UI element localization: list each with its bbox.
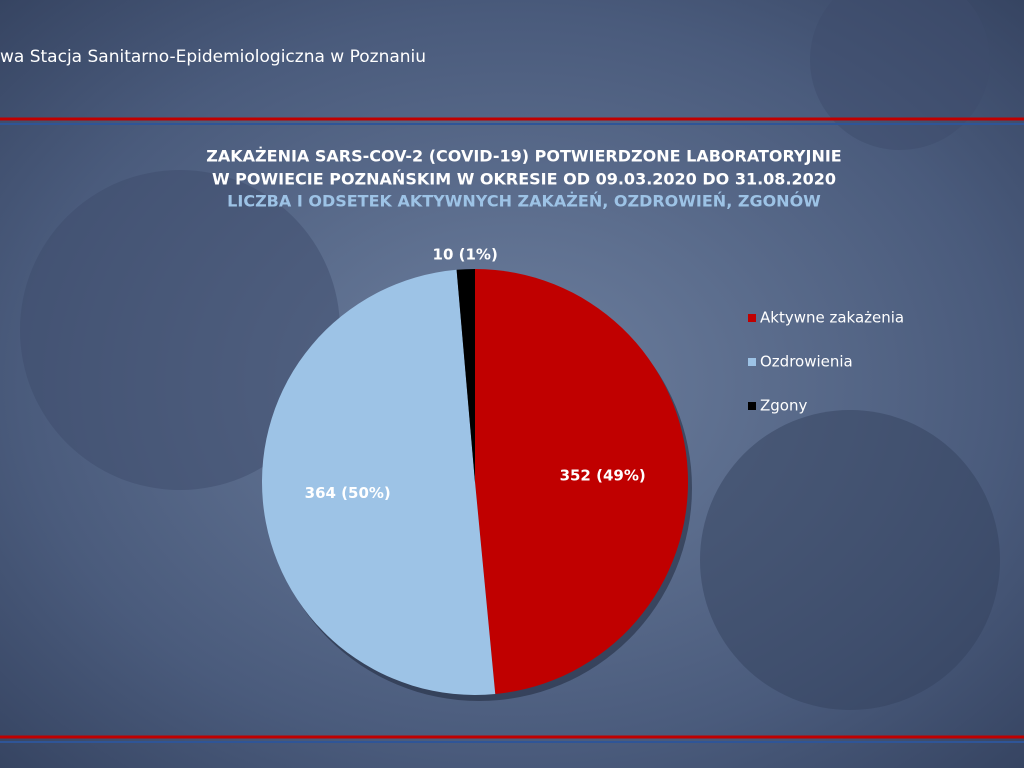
- chart-title: ZAKAŻENIA SARS-COV-2 (COVID-19) POTWIERD…: [206, 147, 841, 166]
- data-label: 352 (49%): [560, 466, 646, 484]
- pie-slice: [475, 269, 689, 695]
- decor: [20, 170, 340, 490]
- pie-slice: [262, 269, 496, 695]
- chart-subtitle: LICZBA I ODSETEK AKTYWNYCH ZAKAŻEŃ, OZDR…: [227, 192, 821, 211]
- chart-title: W POWIECIE POZNAŃSKIM W OKRESIE OD 09.03…: [212, 170, 836, 189]
- decor: [700, 410, 1000, 710]
- pie-slice: [456, 269, 475, 482]
- data-label: 364 (50%): [305, 484, 391, 502]
- legend-marker: [748, 314, 756, 322]
- legend-label: Aktywne zakażenia: [760, 309, 904, 327]
- decor: [810, 0, 990, 150]
- legend-marker: [748, 358, 756, 366]
- legend-marker: [748, 402, 756, 410]
- legend-label: Ozdrowienia: [760, 353, 853, 371]
- data-label: 10 (1%): [433, 246, 498, 264]
- header: wa Stacja Sanitarno-Epidemiologiczna w P…: [0, 47, 426, 67]
- legend-label: Zgony: [760, 397, 807, 415]
